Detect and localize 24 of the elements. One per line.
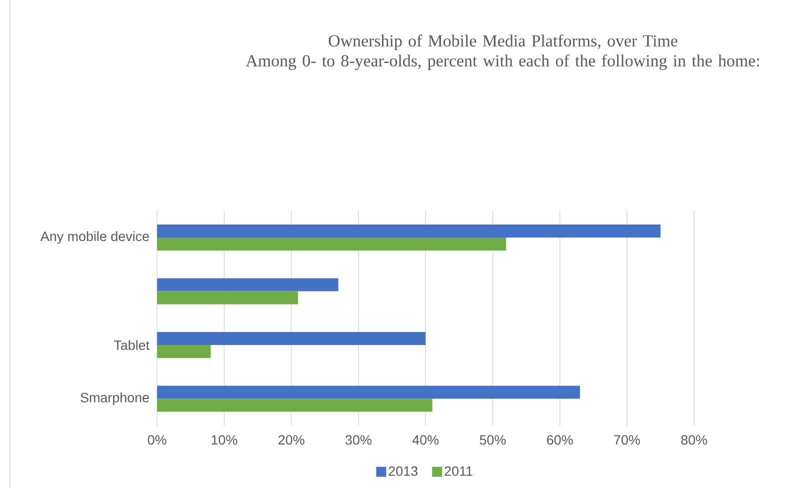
bar [157,398,432,412]
bar [157,278,338,292]
legend-label: 2011 [444,466,472,476]
x-tick-label: 80% [681,435,708,445]
x-tick-label: 70% [614,435,640,445]
bar [157,291,298,304]
x-tick-label: 60% [547,435,573,445]
chart-subtitle: Among 0- to 8-year-olds, percent with each of the following in the home: [246,54,759,70]
chart-title: Ownership of Mobile Media Platforms, over Time [328,34,678,50]
x-tick-label: 10% [212,435,238,445]
bar [157,345,211,358]
bar [157,386,580,399]
x-tick-label: 40% [412,435,439,445]
bar [157,238,506,251]
bar [157,224,661,238]
y-tick-label: Tablet [114,340,150,350]
x-tick-label: 50% [480,435,506,445]
legend-label: 2013 [388,466,418,476]
x-tick-label: 20% [278,435,304,445]
bar [157,332,426,346]
x-tick-label: 30% [346,435,372,445]
y-tick-label: Any mobile device [40,231,149,244]
x-tick-label: 0% [148,435,166,445]
y-tick-label: Smarphone [80,392,149,406]
